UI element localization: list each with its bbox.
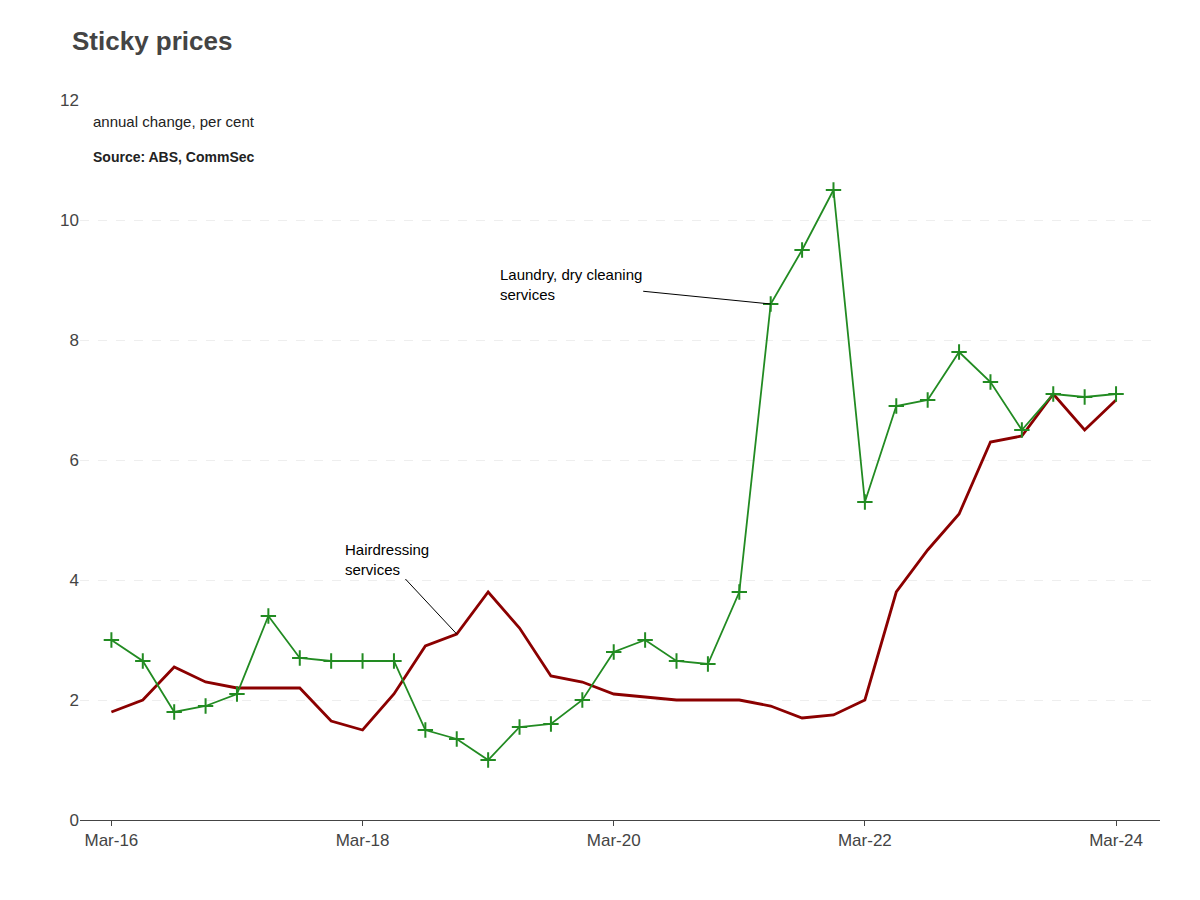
svg-text:Mar-22: Mar-22 (838, 831, 892, 850)
svg-text:Hairdressingservices: Hairdressingservices (345, 541, 429, 578)
svg-text:Mar-18: Mar-18 (336, 831, 390, 850)
svg-text:Laundry, dry cleaningservices: Laundry, dry cleaningservices (500, 266, 642, 303)
svg-text:Sticky prices: Sticky prices (72, 26, 232, 56)
svg-text:annual change, per cent: annual change, per cent (93, 113, 255, 130)
svg-text:0: 0 (70, 811, 79, 830)
svg-text:2: 2 (70, 691, 79, 710)
svg-text:6: 6 (70, 451, 79, 470)
svg-text:Mar-20: Mar-20 (587, 831, 641, 850)
svg-text:Source: ABS, CommSec: Source: ABS, CommSec (93, 149, 255, 165)
svg-text:Mar-24: Mar-24 (1089, 831, 1143, 850)
svg-text:12: 12 (60, 91, 79, 110)
svg-text:Mar-16: Mar-16 (84, 831, 138, 850)
svg-text:4: 4 (70, 571, 79, 590)
svg-text:10: 10 (60, 211, 79, 230)
svg-text:8: 8 (70, 331, 79, 350)
